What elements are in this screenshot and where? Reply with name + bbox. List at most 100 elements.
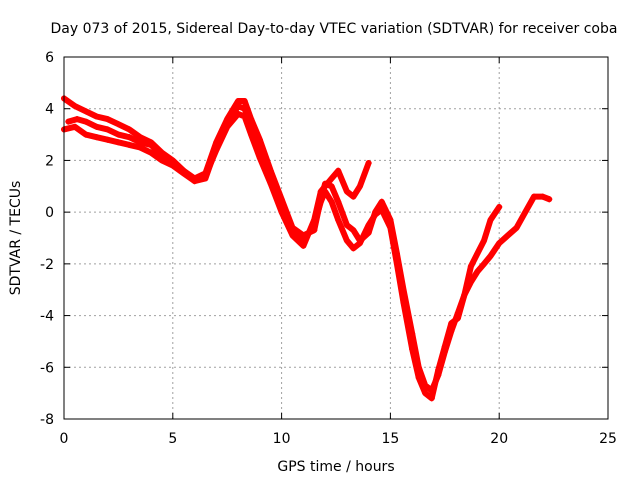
data-point: [539, 193, 546, 200]
data-point: [104, 126, 111, 133]
axis-ticks: 0 5 10 15 20 25 -8 -6 -4 -2 0 2 4 6: [40, 50, 617, 447]
grid-lines: [64, 57, 608, 419]
data-point: [393, 260, 400, 267]
data-point: [148, 141, 155, 148]
data-point: [115, 131, 122, 138]
data-point: [496, 240, 503, 247]
data-point: [74, 116, 81, 123]
data-point: [115, 139, 122, 146]
data-point: [343, 237, 350, 244]
data-point: [496, 203, 503, 210]
y-tick-label: 0: [45, 205, 54, 221]
data-point: [93, 113, 100, 120]
data-point: [350, 245, 357, 252]
data-point: [415, 374, 422, 381]
y-tick-label: -6: [40, 360, 54, 376]
series-3: [65, 103, 503, 402]
data-point: [387, 224, 394, 231]
data-point: [126, 134, 133, 141]
data-point: [454, 315, 461, 322]
data-point: [104, 136, 111, 143]
data-point: [504, 232, 511, 239]
x-tick-label: 20: [490, 431, 508, 447]
data-point: [328, 175, 335, 182]
x-axis-label: GPS time / hours: [277, 459, 394, 475]
data-point: [317, 198, 324, 205]
data-point: [278, 203, 285, 210]
y-tick-label: 4: [45, 102, 54, 118]
data-point: [115, 121, 122, 128]
data-point: [241, 97, 248, 104]
y-tick-label: 6: [45, 50, 54, 66]
data-point: [82, 108, 89, 115]
data-point: [235, 103, 242, 110]
data-point: [335, 198, 342, 205]
data-point: [235, 97, 242, 104]
data-point: [180, 167, 187, 174]
data-point: [126, 126, 133, 133]
data-point: [224, 121, 231, 128]
data-point: [256, 147, 263, 154]
y-tick-label: -2: [40, 257, 54, 273]
data-point: [267, 175, 274, 182]
data-point: [137, 139, 144, 146]
data-point: [328, 183, 335, 190]
data-point: [365, 222, 372, 229]
data-point: [328, 198, 335, 205]
data-point: [169, 160, 176, 167]
data-point: [513, 224, 520, 231]
data-point: [378, 198, 385, 205]
data-point: [213, 144, 220, 151]
data-point: [191, 178, 198, 185]
data-point: [158, 152, 165, 159]
data-point: [289, 229, 296, 236]
data-point: [104, 116, 111, 123]
data-point: [480, 237, 487, 244]
data-point: [126, 141, 133, 148]
plot-frame: [63, 56, 609, 420]
x-tick-label: 5: [168, 431, 177, 447]
data-point: [82, 118, 89, 125]
data-point: [82, 131, 89, 138]
data-point: [435, 366, 442, 373]
y-tick-label: -8: [40, 412, 54, 428]
data-point: [202, 175, 209, 182]
data-point: [350, 193, 357, 200]
data-point: [378, 206, 385, 213]
x-tick-label: 0: [60, 431, 69, 447]
data-point: [322, 183, 329, 190]
data-point: [93, 123, 100, 130]
data-point: [93, 134, 100, 141]
data-point: [372, 211, 379, 218]
y-tick-label: -4: [40, 309, 54, 325]
data-point: [71, 103, 78, 110]
data-point: [487, 253, 494, 260]
y-axis-label: SDTVAR / TECUs: [8, 181, 24, 296]
data-point: [365, 160, 372, 167]
data-point: [400, 299, 407, 306]
data-point: [322, 188, 329, 195]
data-point: [474, 268, 481, 275]
data-point: [343, 222, 350, 229]
x-tick-label: 15: [381, 431, 399, 447]
data-point: [428, 395, 435, 402]
data-point: [148, 149, 155, 156]
chart-title: Day 073 of 2015, Sidereal Day-to-day VTE…: [51, 21, 618, 37]
data-point: [409, 346, 416, 353]
data-point: [356, 183, 363, 190]
data-point: [441, 343, 448, 350]
data-point: [356, 240, 363, 247]
y-tick-label: 2: [45, 153, 54, 169]
data-point: [343, 188, 350, 195]
data-point: [531, 193, 538, 200]
data-point: [335, 216, 342, 223]
data-point: [487, 216, 494, 223]
data-point: [248, 123, 255, 130]
data-point: [65, 118, 72, 125]
data-point: [480, 260, 487, 267]
data-point: [448, 320, 455, 327]
data-point: [311, 222, 318, 229]
data-point: [467, 263, 474, 270]
data-point: [241, 105, 248, 112]
